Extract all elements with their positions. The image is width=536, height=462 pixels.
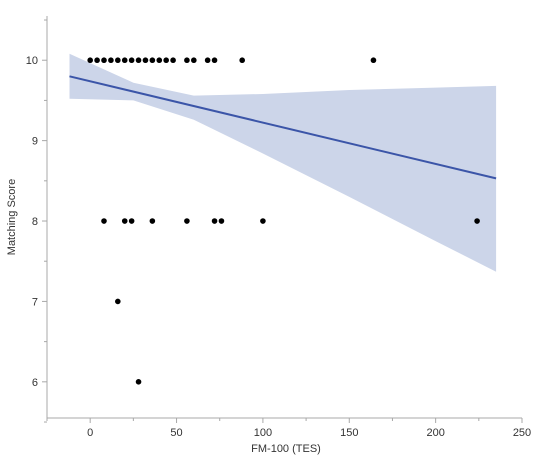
data-point	[87, 57, 93, 64]
x-tick-label: 200	[426, 427, 444, 439]
data-point	[115, 57, 121, 64]
data-point	[184, 57, 190, 64]
y-tick-label: 8	[32, 216, 38, 228]
data-point	[101, 57, 107, 64]
y-axis-title: Matching Score	[6, 179, 18, 255]
data-point	[128, 218, 135, 224]
data-point	[211, 57, 218, 64]
data-point	[142, 57, 149, 64]
y-tick-label: 9	[32, 136, 38, 148]
data-point	[204, 57, 211, 64]
x-tick-label: 250	[513, 427, 531, 439]
data-point	[121, 218, 128, 224]
data-point	[121, 57, 128, 64]
data-point	[170, 57, 176, 64]
data-point	[149, 57, 156, 64]
regression-line	[69, 75, 497, 180]
data-point	[108, 57, 114, 64]
data-point	[211, 218, 218, 224]
data-point	[115, 298, 121, 305]
data-point	[149, 218, 156, 224]
x-tick-labels: 0 50 100 150 200 250	[87, 427, 531, 439]
x-axis-title: FM-100 (TES)	[251, 443, 321, 455]
data-point	[128, 57, 135, 64]
data-point	[260, 218, 266, 224]
x-tick-label: 0	[87, 427, 93, 439]
data-point	[163, 57, 169, 64]
x-tick-label: 100	[254, 427, 272, 439]
x-tick-label: 150	[340, 427, 358, 439]
confidence-band-layer	[69, 53, 497, 272]
data-point	[156, 57, 163, 64]
y-tick-label: 10	[26, 55, 38, 67]
data-point	[370, 57, 377, 64]
data-point	[191, 57, 197, 64]
data-point	[94, 57, 100, 64]
confidence-band	[69, 53, 497, 272]
y-tick-label: 6	[32, 377, 38, 389]
data-point	[474, 218, 480, 224]
fit-line-layer	[69, 75, 497, 180]
data-point	[218, 218, 225, 224]
y-tick-label: 7	[32, 296, 38, 308]
points-layer	[87, 57, 480, 385]
data-point	[239, 57, 245, 64]
data-point	[184, 218, 190, 224]
data-point	[135, 379, 142, 385]
x-tick-label: 50	[170, 427, 182, 439]
data-point	[101, 218, 107, 224]
data-point	[135, 57, 142, 64]
axes-layer	[42, 16, 523, 423]
y-tick-labels: 6 7 8 9 10	[26, 55, 38, 389]
